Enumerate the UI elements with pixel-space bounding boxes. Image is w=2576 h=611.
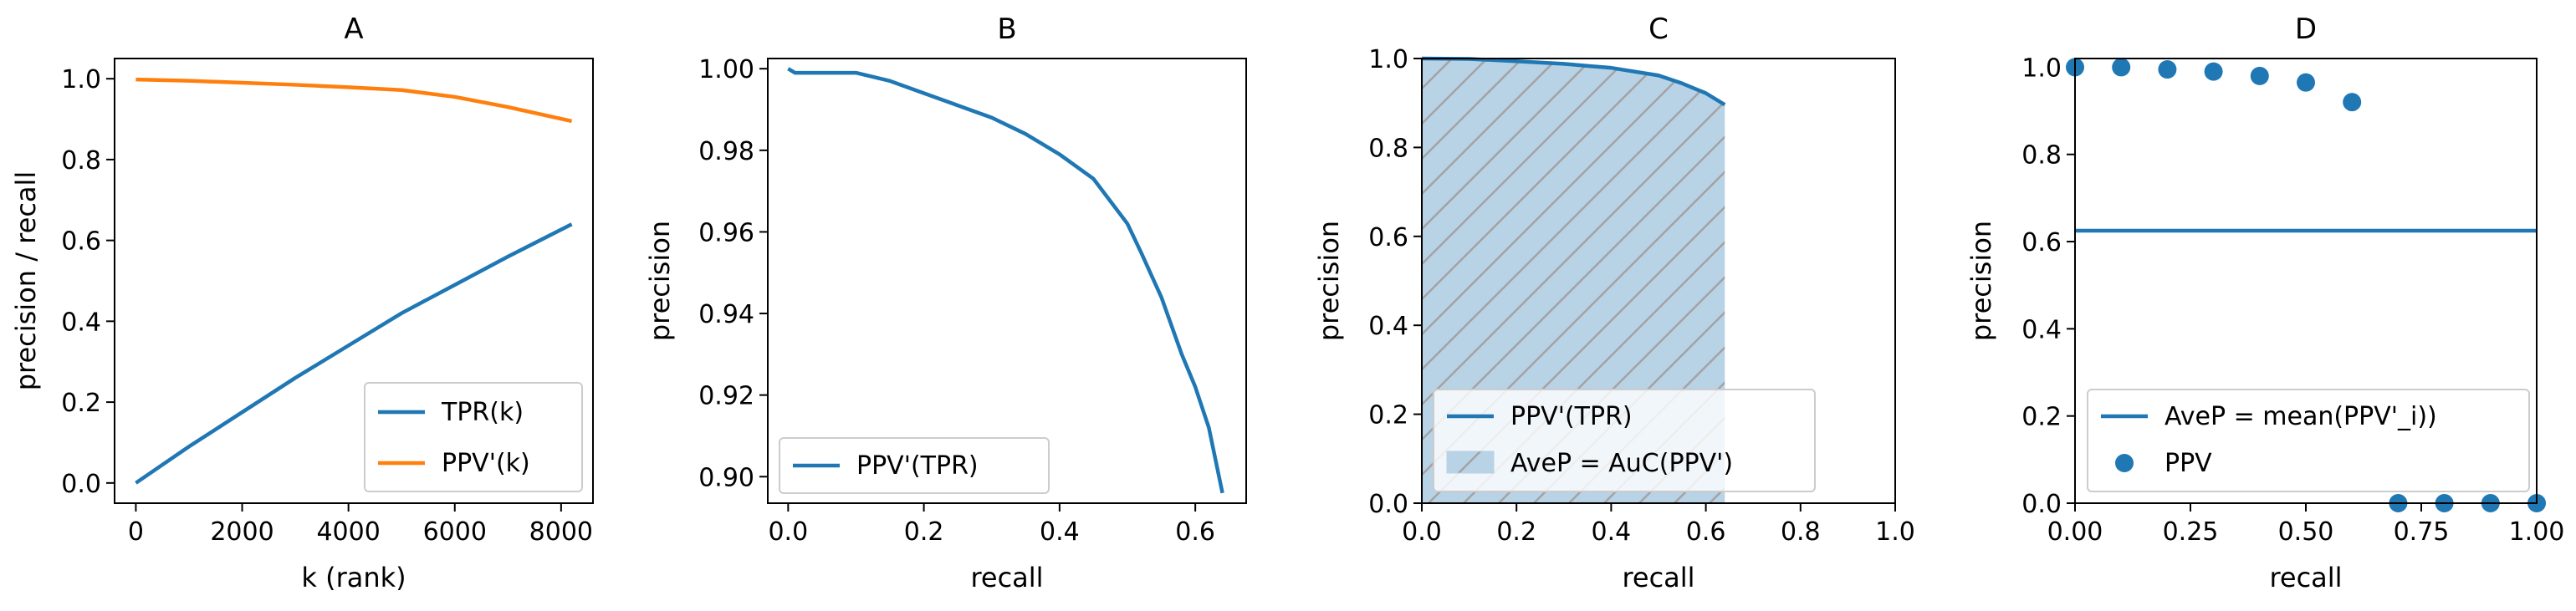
y-tick-label: 1.0	[2021, 53, 2062, 83]
panel-a: 0 2000 4000 6000 8000 0.0 0.2 0.4 0.6 0.8 1.0 A k …	[10, 13, 594, 593]
x-tick-label: 0.0	[768, 517, 808, 547]
y-tick-label: 0.94	[698, 300, 754, 329]
x-tick-label: 0.6	[1686, 517, 1726, 547]
panel-b-legend: PPV'(TPR)	[779, 437, 1050, 494]
y-tick-label: 0.6	[2021, 228, 2062, 257]
panel-c-title: C	[1648, 13, 1669, 46]
legend-swatch-ppv-points	[2115, 454, 2134, 472]
legend-swatch-avep-area	[1446, 451, 1495, 474]
y-tick-label: 1.00	[698, 55, 754, 84]
legend-label-ppv-points: PPV	[2165, 449, 2212, 478]
x-tick-label: 0.25	[2163, 517, 2219, 547]
legend-label-avep-mean: AveP = mean(PPV'_i))	[2165, 402, 2437, 431]
y-tick-label: 0.6	[1368, 223, 1408, 252]
y-tick-label: 0.2	[61, 389, 101, 418]
y-tick-label: 0.96	[698, 218, 754, 247]
panel-d-xlabel: recall	[2269, 562, 2342, 593]
x-tick-label: 0.75	[2394, 517, 2450, 547]
x-tick-label: 2000	[210, 517, 273, 547]
y-tick-label: 0.0	[2021, 490, 2062, 519]
panel-c-ylabel: precision	[1313, 221, 1345, 341]
legend-label-tpr: TPR(k)	[441, 398, 524, 427]
y-tick-label: 0.90	[698, 463, 754, 492]
y-tick-label: 0.4	[1368, 312, 1408, 341]
y-tick-label: 0.6	[61, 227, 101, 257]
y-tick-label: 0.4	[2021, 315, 2062, 344]
y-tick-label: 0.8	[1368, 134, 1408, 163]
legend-label-ppv-tpr-c: PPV'(TPR)	[1510, 402, 1633, 431]
panel-a-xlabel: k (rank)	[301, 562, 406, 593]
x-tick-label: 0.6	[1175, 517, 1215, 547]
legend-label-avep-area: AveP = AuC(PPV')	[1510, 449, 1733, 478]
x-tick-label: 0.8	[1781, 517, 1821, 547]
x-tick-label: 0.4	[1592, 517, 1632, 547]
x-tick-label: 8000	[529, 517, 593, 547]
panel-d-ylabel: precision	[1965, 221, 1997, 341]
y-tick-label: 1.0	[1368, 45, 1408, 74]
x-tick-label: 0.2	[904, 517, 944, 547]
panel-c-xlabel: recall	[1622, 562, 1694, 593]
y-tick-label: 0.0	[61, 470, 101, 499]
y-tick-label: 0.2	[1368, 401, 1408, 430]
y-tick-label: 0.92	[698, 382, 754, 411]
ppv-point	[2112, 58, 2131, 77]
panel-d: 0.00 0.25 0.50 0.75 1.00 0.0 0.2 0.4 0.6 0.8 1.0 D…	[1965, 13, 2564, 593]
x-tick-label: 0	[128, 517, 144, 547]
legend-label-ppv-tpr: PPV'(TPR)	[856, 451, 979, 481]
ppv-point	[2250, 66, 2269, 85]
panel-c-legend: PPV'(TPR) AveP = AuC(PPV')	[1433, 389, 1816, 492]
y-tick-label: 0.2	[2021, 403, 2062, 432]
ppv-point	[2204, 62, 2223, 81]
panel-a-legend: TPR(k) PPV'(k)	[364, 382, 583, 492]
x-tick-label: 0.0	[1402, 517, 1442, 547]
y-tick-label: 0.0	[1368, 490, 1408, 519]
x-tick-label: 1.0	[1875, 517, 1915, 547]
y-tick-label: 0.8	[61, 146, 101, 176]
x-tick-label: 4000	[316, 517, 380, 547]
series-line-ppv-tpr-	[1421, 56, 1726, 107]
y-tick-label: 1.0	[61, 65, 101, 94]
x-tick-label: 6000	[423, 517, 487, 547]
panel-d-legend: AveP = mean(PPV'_i)) PPV	[2087, 389, 2530, 492]
x-tick-label: 0.00	[2047, 517, 2103, 547]
ppv-point	[2343, 93, 2362, 112]
panel-b-xlabel: recall	[970, 562, 1043, 593]
legend-label-ppv: PPV'(k)	[442, 449, 530, 478]
panel-a-frame	[114, 58, 594, 504]
ppv-point	[2158, 60, 2177, 79]
x-tick-label: 0.4	[1040, 517, 1080, 547]
panel-a-ylabel: precision / recall	[10, 171, 42, 391]
ppv-point	[2297, 73, 2315, 92]
panel-b-frame	[767, 58, 1247, 504]
panel-b-ylabel: precision	[644, 221, 676, 341]
series-line-tpr-k-	[135, 222, 573, 485]
panel-d-title: D	[2295, 13, 2317, 46]
x-tick-label: 0.2	[1496, 517, 1536, 547]
x-tick-label: 0.50	[2278, 517, 2334, 547]
y-tick-label: 0.4	[61, 308, 101, 337]
panel-d-frame	[2074, 58, 2538, 504]
panel-a-title: A	[344, 13, 363, 46]
panel-c: 0.0 0.2 0.4 0.6 0.8 1.0 0.0 0.2 0.4 0.6 0.8 1.0 C r…	[1313, 13, 1915, 593]
panel-c-frame	[1421, 58, 1896, 504]
series-line-ppv-tpr-	[787, 67, 1224, 494]
panel-b-title: B	[997, 13, 1016, 46]
panel-b: 0.0 0.2 0.4 0.6 0.90 0.92 0.94 0.96 0.98 1.00 B r…	[644, 13, 1247, 593]
y-tick-label: 0.98	[698, 137, 754, 166]
x-tick-label: 1.00	[2509, 517, 2565, 547]
series-line-ppv-k-	[135, 77, 573, 124]
y-tick-label: 0.8	[2021, 141, 2062, 171]
